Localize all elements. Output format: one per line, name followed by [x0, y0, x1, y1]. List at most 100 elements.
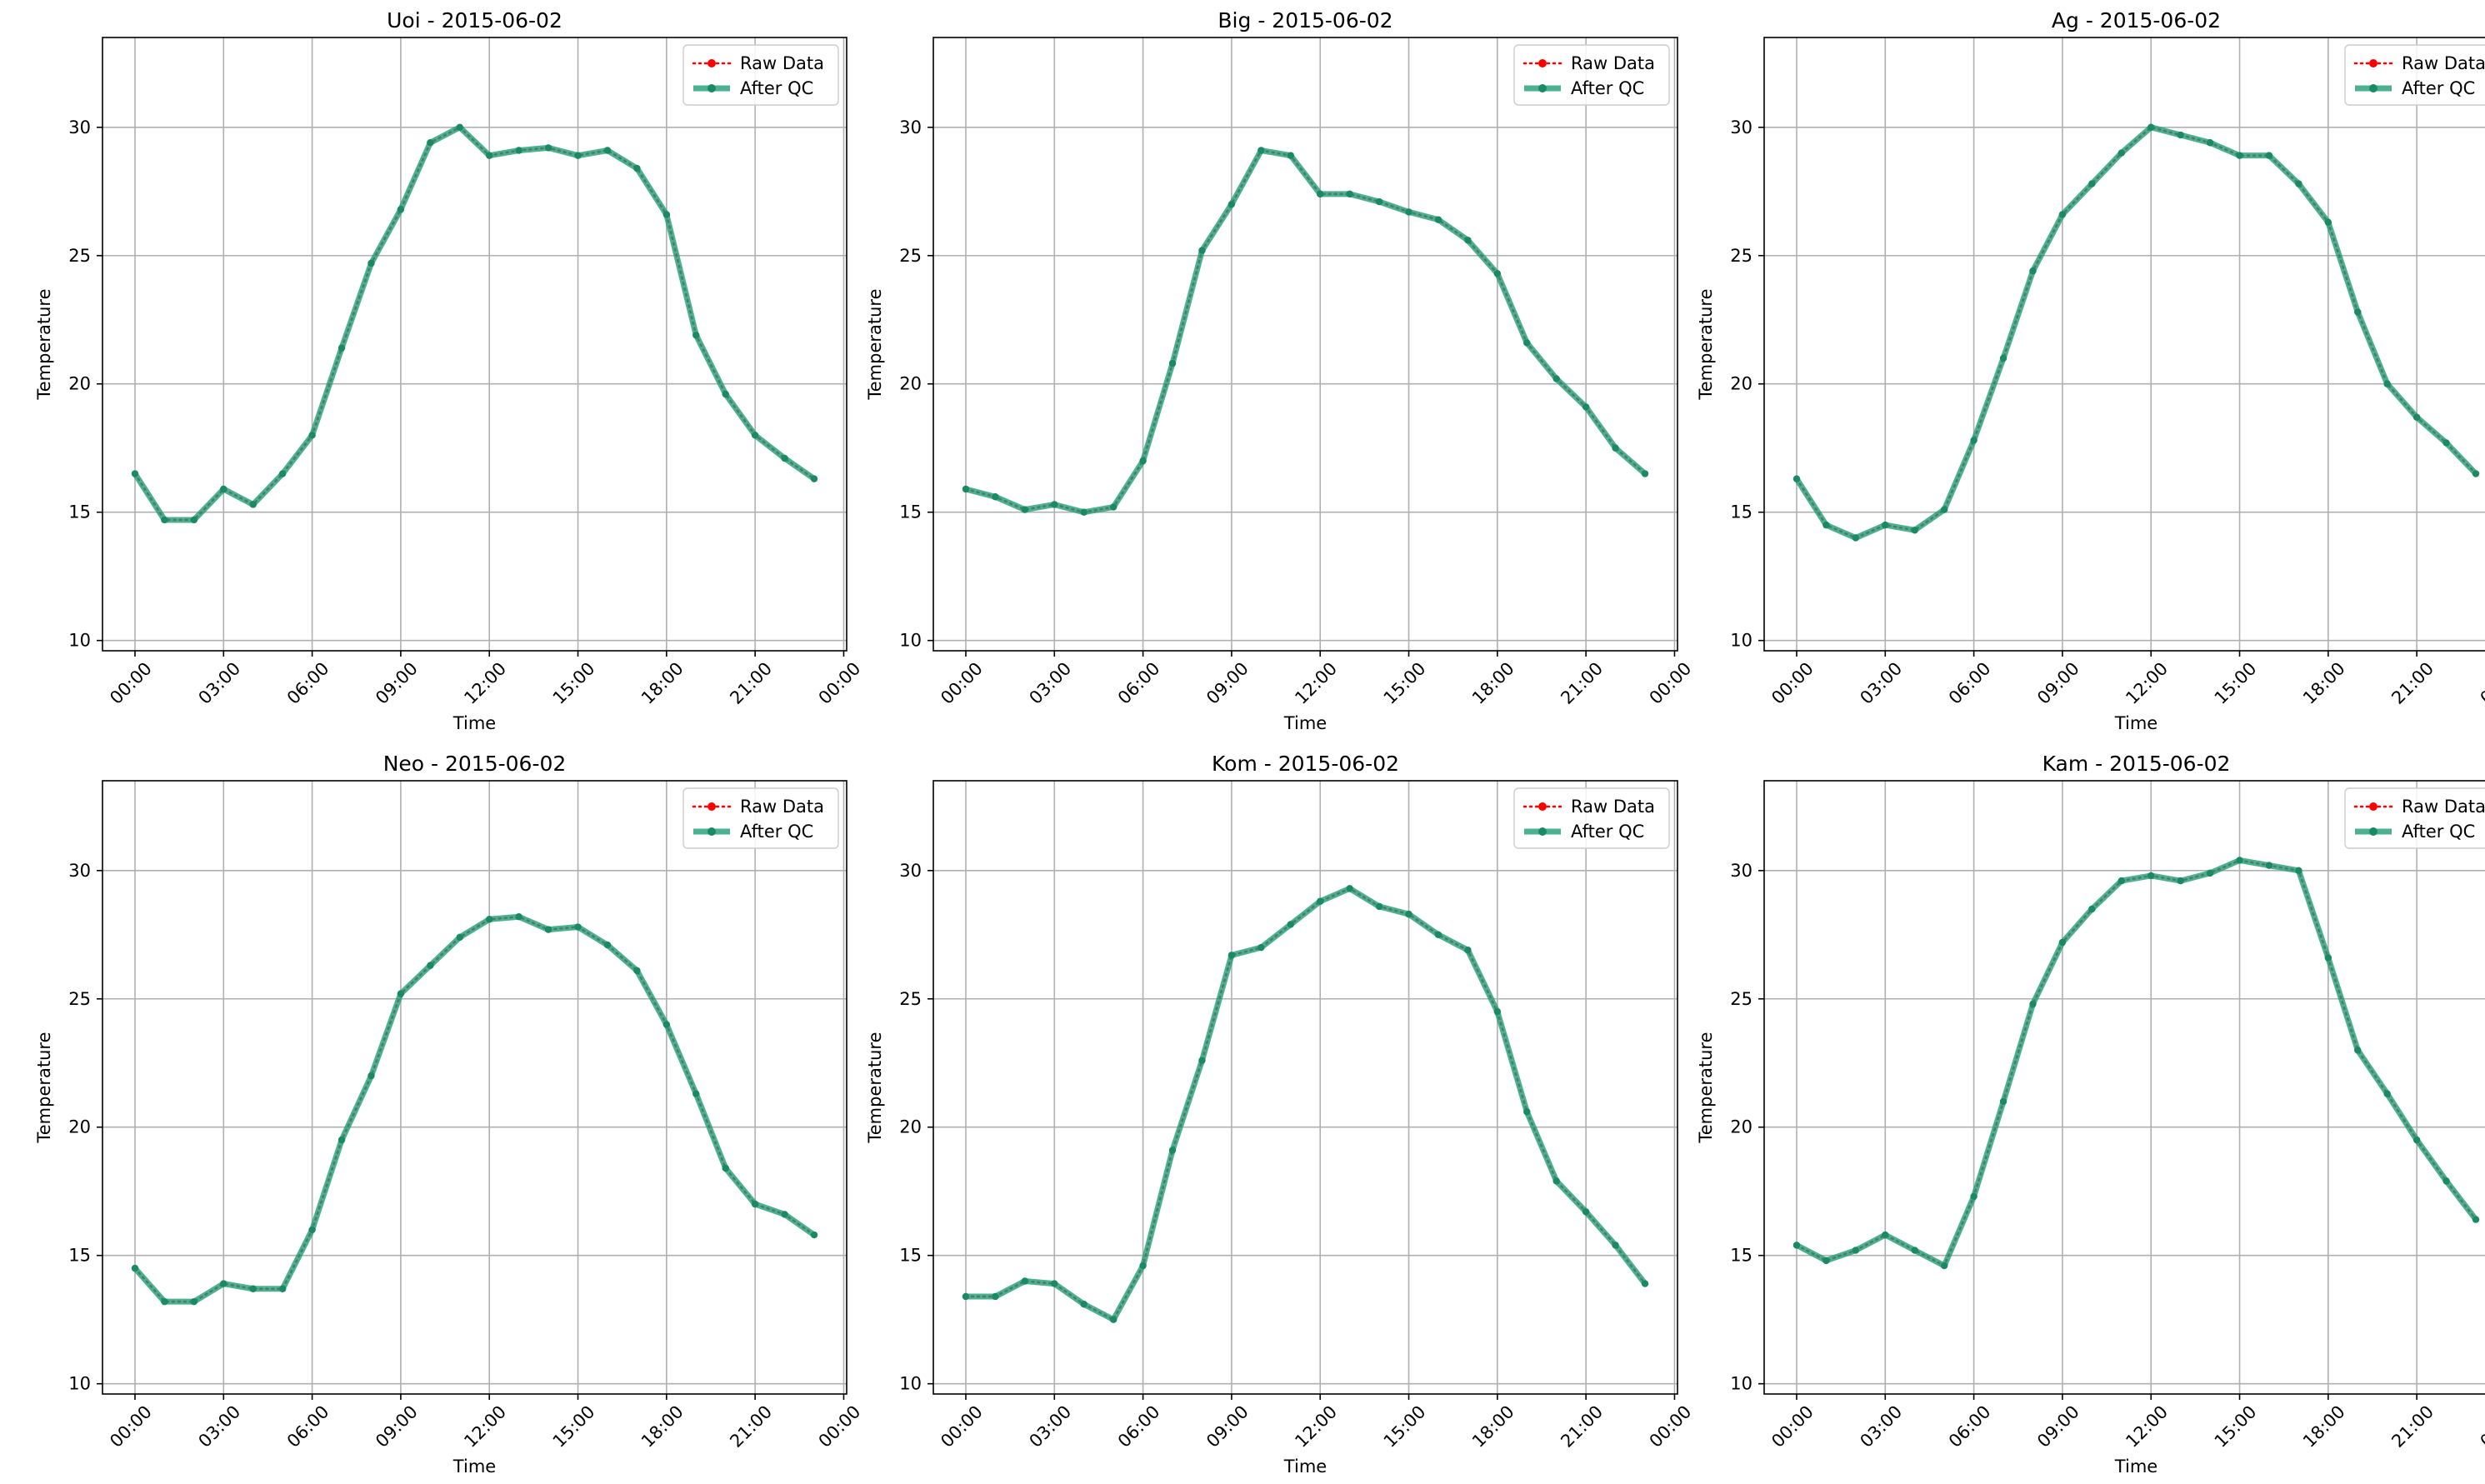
y-tick-label: 10 — [68, 631, 91, 651]
after-qc-point — [2058, 938, 2067, 947]
after-qc-point — [692, 1090, 700, 1097]
y-axis-label: Temperature — [34, 1032, 54, 1143]
after-qc-point — [1080, 508, 1088, 516]
x-axis-label: Time — [2114, 713, 2158, 733]
after-qc-point — [2177, 131, 2184, 139]
after-qc-point — [1911, 527, 1918, 534]
raw-data-line — [1795, 859, 2478, 1267]
legend-qc-label: After QC — [740, 822, 813, 842]
x-tick-label: 00:00 — [815, 658, 865, 708]
y-tick-label: 20 — [1730, 1117, 1752, 1137]
after-qc-point — [1641, 470, 1649, 477]
after-qc-point — [368, 259, 375, 267]
after-qc-point — [1493, 270, 1502, 277]
y-tick-label: 25 — [899, 989, 922, 1009]
after-qc-point — [2295, 180, 2302, 187]
chart-title: Kom - 2015-06-02 — [1212, 752, 1399, 776]
legend-qc-label: After QC — [2402, 822, 2475, 842]
y-tick-label: 25 — [1730, 246, 1752, 266]
x-axis-label: Time — [452, 1457, 496, 1477]
after-qc-point — [1080, 1301, 1088, 1308]
x-tick-label: 03:00 — [1856, 658, 1906, 708]
after-qc-point — [2324, 218, 2332, 226]
after-qc-point — [810, 1231, 818, 1239]
legend: Raw Data After QC — [682, 44, 839, 106]
y-tick-label: 30 — [1730, 861, 1752, 881]
y-tick-label: 25 — [899, 246, 922, 266]
after-qc-point — [2148, 872, 2155, 880]
x-tick-label: 21:00 — [1557, 1402, 1607, 1452]
y-axis-label: Temperature — [1696, 1032, 1716, 1143]
x-tick-label: 15:00 — [1380, 1402, 1430, 1452]
after-qc-point — [249, 1285, 257, 1292]
after-qc-point — [2472, 470, 2480, 477]
legend-raw-label: Raw Data — [2402, 797, 2485, 817]
after-qc-point — [751, 1200, 759, 1208]
x-tick-label: 03:00 — [1025, 658, 1075, 708]
after-qc-point — [1228, 952, 1236, 959]
after-qc-point — [368, 1072, 375, 1080]
after-qc-point — [544, 926, 552, 933]
x-tick-label: 06:00 — [1114, 658, 1164, 708]
after-qc-point — [662, 1021, 671, 1028]
y-axis-label: Temperature — [34, 288, 54, 400]
x-tick-label: 06:00 — [1945, 658, 1995, 708]
after-qc-point — [2148, 123, 2155, 131]
x-tick-label: 09:00 — [1202, 1402, 1252, 1452]
after-qc-point — [1287, 152, 1294, 159]
after-qc-point — [1198, 1057, 1206, 1064]
after-qc-point — [2118, 149, 2125, 157]
after-qc-point — [2029, 267, 2037, 275]
legend-qc-marker — [1538, 827, 1547, 836]
after-qc-point — [2206, 869, 2214, 877]
after-qc-point — [1375, 902, 1383, 911]
legend: Raw Data After QC — [1513, 787, 1670, 849]
after-qc-line — [132, 124, 817, 523]
x-tick-label: 00:00 — [2477, 658, 2485, 708]
x-tick-label: 00:00 — [2477, 1402, 2485, 1452]
y-tick-label: 15 — [1730, 502, 1752, 522]
after-qc-point — [2383, 380, 2391, 387]
x-tick-label: 12:00 — [460, 1402, 510, 1452]
x-tick-label: 06:00 — [283, 658, 333, 708]
after-qc-point — [427, 139, 434, 147]
after-qc-line — [132, 913, 817, 1305]
after-qc-point — [427, 962, 434, 969]
x-tick-label: 03:00 — [194, 658, 244, 708]
y-tick-label: 30 — [1730, 117, 1752, 137]
after-qc-point — [962, 1292, 970, 1301]
legend-raw-label: Raw Data — [1571, 53, 1655, 73]
axes-frame — [932, 37, 1678, 652]
after-qc-point — [1168, 1147, 1177, 1154]
legend-raw-label: Raw Data — [2402, 53, 2485, 73]
after-qc-point — [1405, 208, 1412, 216]
series-raw-data — [962, 147, 1649, 516]
subplot-2: 00:00 03:00 06:00 09:00 12:00 15:00 18:00 21:00… — [865, 8, 1695, 733]
after-qc-point — [603, 941, 612, 949]
series-raw-data — [1792, 857, 2480, 1270]
after-qc-point — [2088, 180, 2096, 187]
after-qc-point — [603, 147, 612, 154]
legend-raw-label: Raw Data — [1571, 797, 1655, 817]
legend-raw-marker — [2369, 59, 2378, 67]
legend-raw-marker — [1538, 59, 1547, 67]
after-qc-point — [338, 344, 346, 352]
x-tick-label: 21:00 — [1557, 658, 1607, 708]
after-qc-point — [1258, 147, 1265, 154]
grid — [102, 781, 847, 1394]
axes-frame — [102, 37, 848, 652]
y-tick-label: 30 — [68, 861, 91, 881]
series-after-qc — [1792, 123, 2480, 542]
raw-data-line — [964, 149, 1647, 514]
after-qc-point — [1911, 1247, 1918, 1254]
x-tick-label: 21:00 — [726, 658, 776, 708]
after-qc-line — [1794, 124, 2478, 542]
legend-qc-marker — [708, 84, 716, 92]
after-qc-point — [2265, 152, 2273, 159]
legend-raw-marker — [708, 59, 716, 67]
y-tick-label: 30 — [68, 117, 91, 137]
after-qc-point — [992, 1292, 999, 1301]
y-tick-label: 25 — [1730, 989, 1752, 1009]
after-qc-point — [2412, 1136, 2421, 1144]
subplot-4: 00:00 03:00 06:00 09:00 12:00 15:00 18:00 21:00… — [34, 752, 864, 1477]
